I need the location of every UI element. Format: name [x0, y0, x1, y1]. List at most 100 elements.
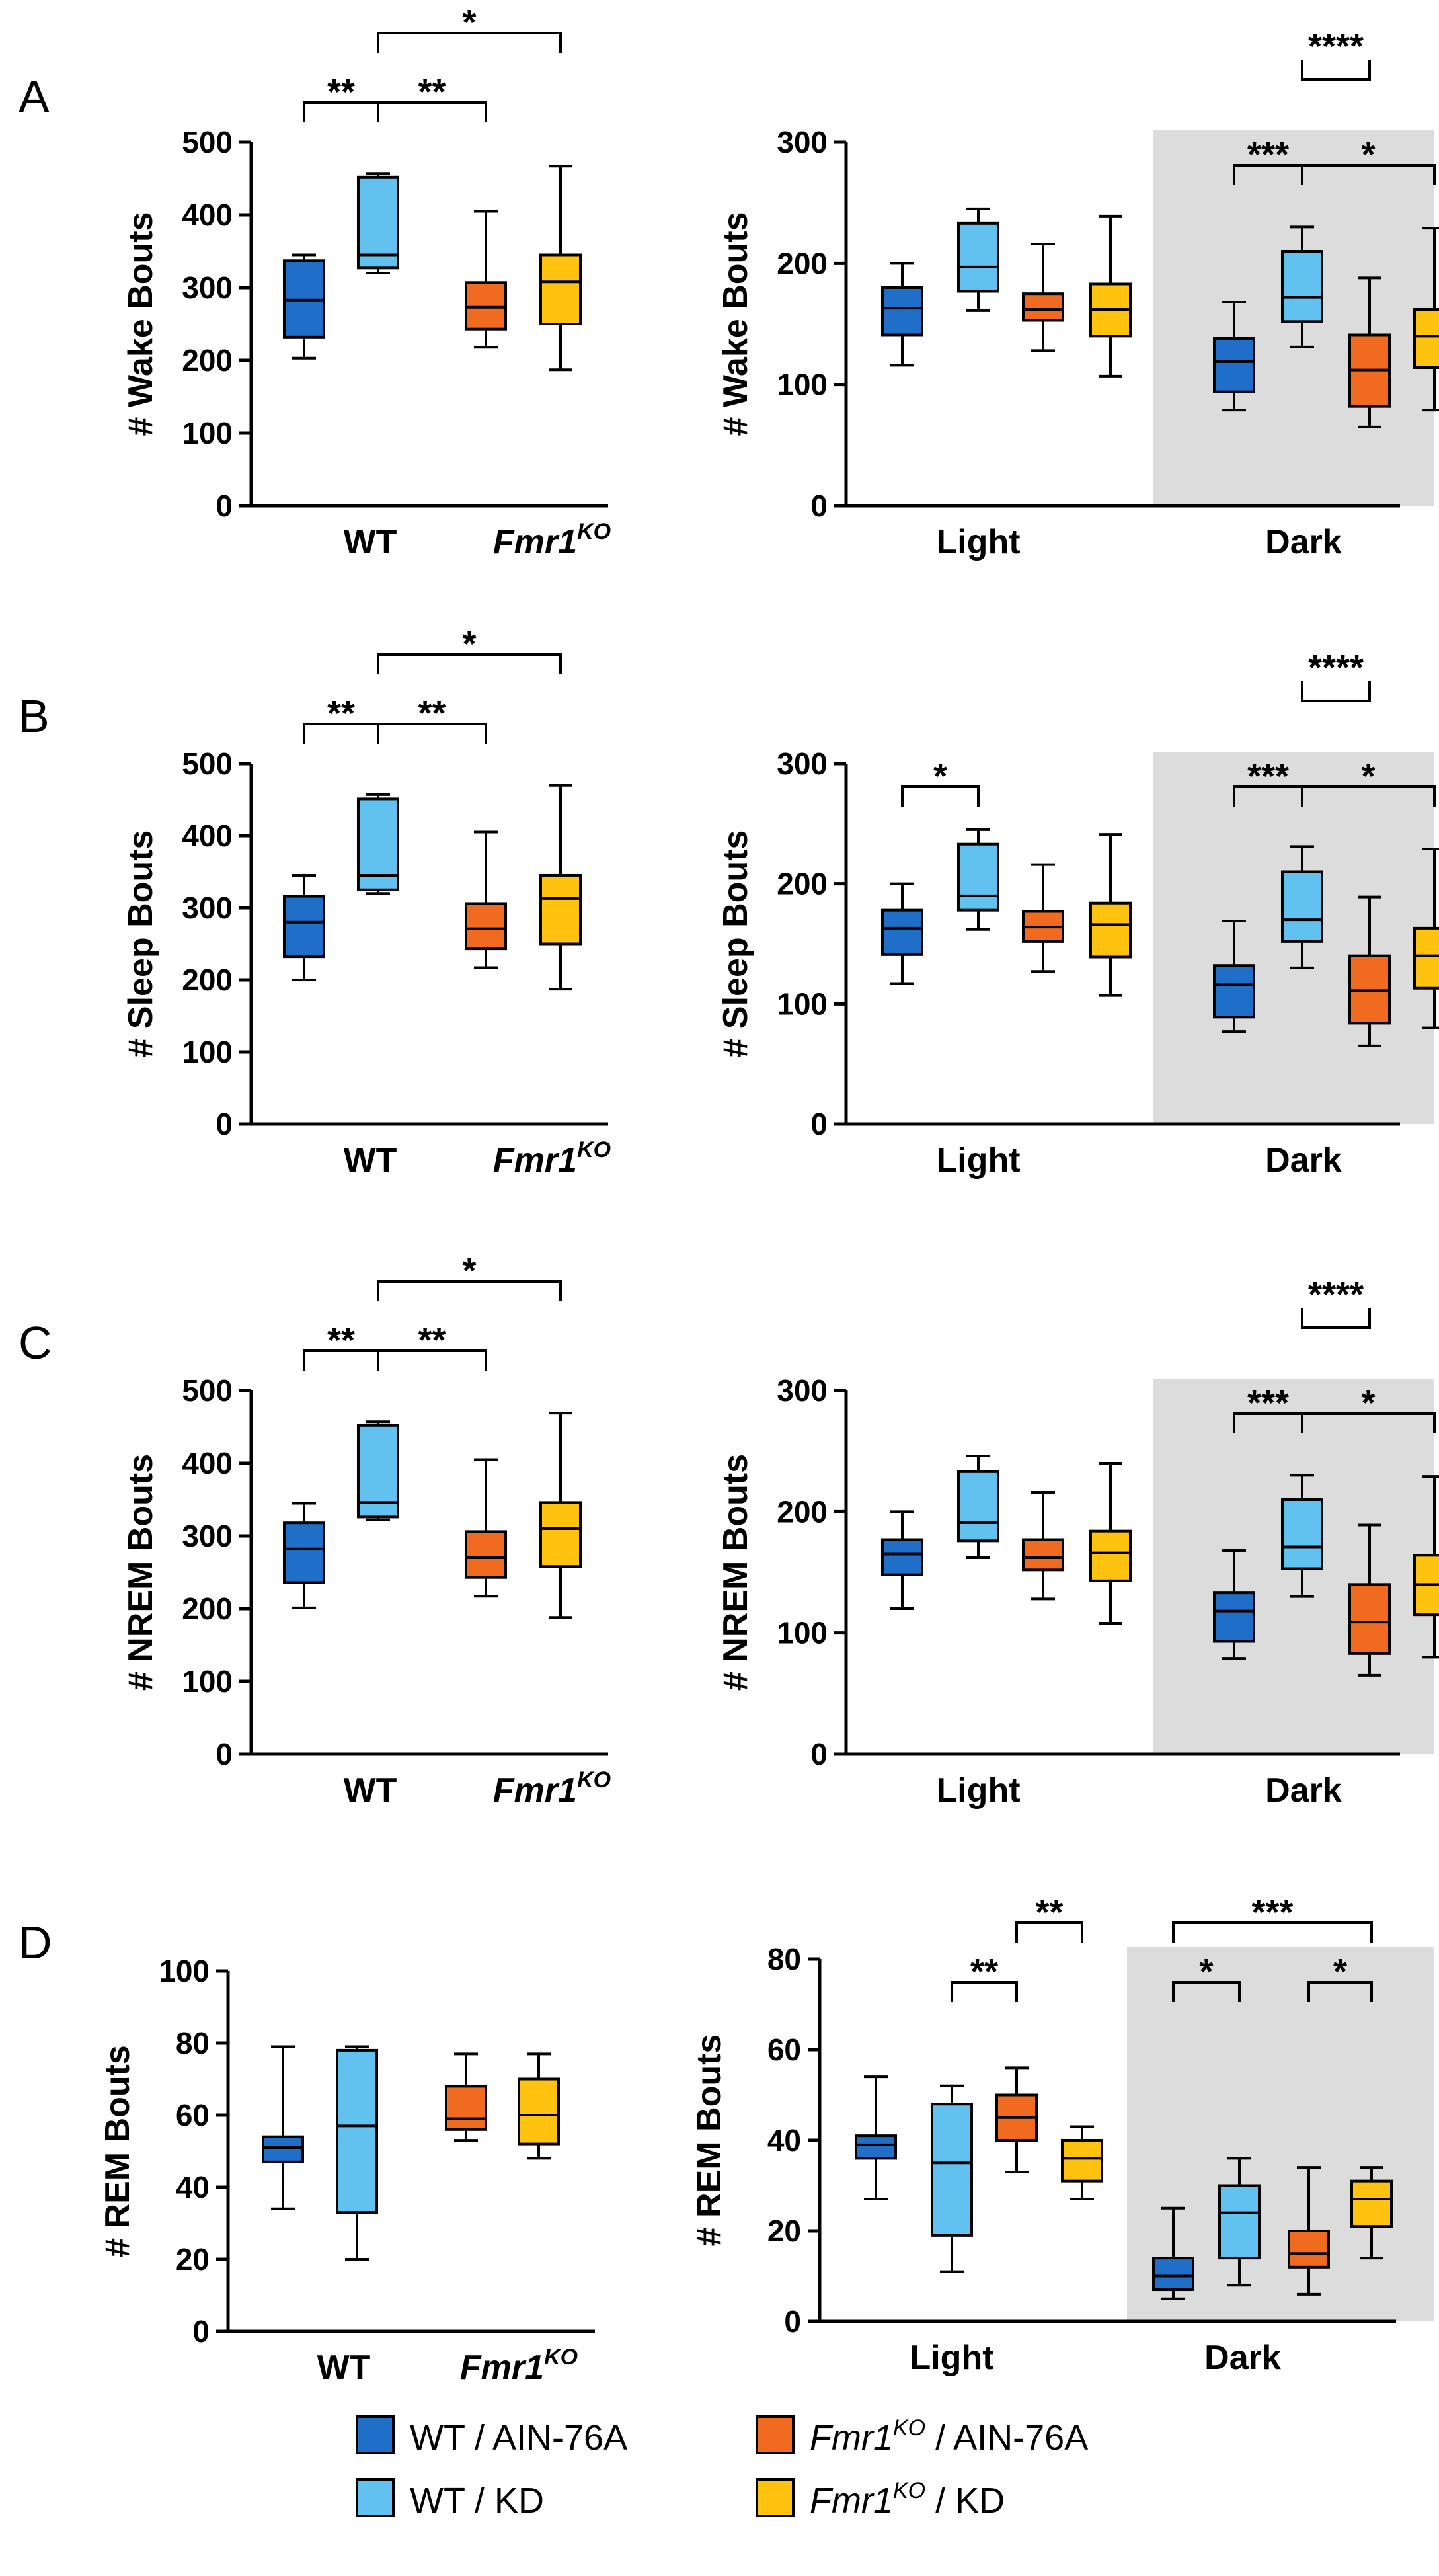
- box-iqr: [1281, 1498, 1323, 1570]
- panel-b-left-box-3: [539, 784, 582, 991]
- panel-a-left-ytick-label: 200: [182, 343, 233, 378]
- significance-label: **: [418, 694, 446, 733]
- panel-c-left-box-3: [539, 1412, 582, 1619]
- panel-d-left-ytick-label: 80: [176, 2026, 210, 2060]
- panel-letter-d: D: [19, 1917, 52, 1968]
- panel-a-right-box-6: [1348, 276, 1391, 428]
- panel-c-left-xlabel-0: WT: [344, 1771, 397, 1810]
- legend-item-2: Fmr1KO / AIN-76A: [756, 2415, 1088, 2458]
- box-iqr: [283, 1521, 325, 1584]
- panel-a-right-significance-2: ****: [1301, 26, 1371, 81]
- panel-a-left-significance-0: **: [303, 72, 379, 122]
- box-iqr: [1218, 2184, 1261, 2260]
- box-iqr: [518, 2077, 560, 2146]
- significance-label: ****: [1308, 26, 1364, 66]
- bracket: [1172, 1921, 1373, 1943]
- panel-d-left-box-3: [518, 2052, 560, 2160]
- panel-c-left-xlabel-1: Fmr1KO: [493, 1767, 611, 1810]
- bracket: [1301, 1412, 1436, 1433]
- panel-b-left-ytick-label: 100: [182, 1035, 233, 1069]
- panel-c-left-significance-1: **: [377, 1320, 487, 1371]
- legend-item-1: WT / KD: [356, 2478, 544, 2520]
- box-iqr: [1213, 337, 1255, 393]
- box-iqr: [465, 281, 507, 331]
- panel-c-left-significance-2: *: [377, 1251, 562, 1301]
- panel-d-right-ytick-label: 40: [767, 2123, 801, 2157]
- bracket: [377, 723, 487, 744]
- panel-d-left-box-1: [336, 2045, 378, 2261]
- panel-b-left-ytick-label: 0: [215, 1107, 233, 1141]
- panel-d-right-ytick-label: 60: [767, 2033, 801, 2067]
- panel-b-right-box-4: [1213, 919, 1255, 1033]
- panel-d-right-xlabel-1: Dark: [1204, 2339, 1281, 2377]
- panel-c-right-box-2: [1022, 1491, 1064, 1601]
- panel-a-left-xlabel-0: WT: [344, 523, 397, 561]
- panel-d-right-significance-1: **: [1015, 1892, 1083, 1943]
- panel-a-left-ytick-label: 100: [182, 416, 233, 450]
- panel-c-right-ytick-label: 100: [777, 1616, 828, 1650]
- panel-c-left-ytick-label: 0: [215, 1737, 233, 1771]
- panel-a-left-ylabel: # Wake Bouts: [122, 212, 160, 436]
- legend-swatch: [356, 2478, 395, 2517]
- box-iqr: [283, 895, 325, 959]
- box-iqr: [465, 902, 507, 951]
- panel-c-left-ylabel: # NREM Bouts: [122, 1454, 160, 1691]
- panel-b-right-significance-0: *: [901, 756, 980, 807]
- box-iqr: [465, 1530, 507, 1579]
- box-iqr: [881, 1538, 923, 1576]
- panel-a-right-ytick-label: 0: [810, 489, 828, 523]
- panel-b-left-significance-1: **: [377, 694, 487, 744]
- significance-label: **: [327, 694, 355, 733]
- panel-b-right-box-1: [957, 828, 999, 931]
- panel-b-left-significance-2: *: [377, 624, 562, 674]
- panel-d-right-box-3: [1061, 2125, 1103, 2201]
- panel-b-right-box-7: [1413, 847, 1439, 1029]
- panel-b-left-ytick-label: 500: [182, 746, 233, 781]
- significance-label: ****: [1308, 1275, 1364, 1314]
- panel-b-left-significance-0: **: [303, 694, 379, 744]
- significance-label: *: [462, 3, 476, 42]
- panel-d-right-box-7: [1350, 2166, 1393, 2260]
- panel-c-right-significance-2: ****: [1301, 1275, 1371, 1329]
- significance-label: *: [462, 1251, 476, 1291]
- box-iqr: [1022, 292, 1064, 322]
- box-iqr: [262, 2135, 304, 2163]
- panel-b-right-ytick-label: 300: [777, 746, 828, 781]
- panel-c-right-ytick-label: 0: [810, 1737, 828, 1771]
- panel-a-right-ytick-label: 200: [777, 246, 828, 280]
- box-iqr: [1281, 870, 1323, 943]
- box-iqr: [855, 2134, 897, 2160]
- legend-swatch: [356, 2415, 395, 2454]
- panel-b-left-ytick-label: 400: [182, 819, 233, 853]
- significance-label: **: [327, 72, 355, 112]
- panel-d-left-ytick-label: 40: [176, 2170, 210, 2204]
- panel-d-left-ylabel: # REM Bouts: [98, 2045, 137, 2257]
- panel-a-left-ytick-label: 400: [182, 198, 233, 232]
- panel-d-right-box-5: [1218, 2157, 1261, 2287]
- panel-a-left-ytick-label: 0: [215, 489, 233, 523]
- panel-a-right-box-0: [881, 262, 923, 367]
- bracket: [377, 653, 562, 674]
- panel-b-right-xlabel-1: Dark: [1265, 1141, 1342, 1180]
- significance-label: ***: [1247, 135, 1289, 175]
- panel-c-right-xlabel-0: Light: [936, 1771, 1020, 1810]
- panel-d-left-ytick-label: 0: [192, 2314, 210, 2349]
- panel-a-right-significance-0: ***: [1233, 135, 1303, 185]
- legend-item-3: Fmr1KO / KD: [756, 2478, 1005, 2520]
- legend-label: WT / KD: [410, 2481, 544, 2520]
- significance-label: *: [1199, 1952, 1213, 1992]
- significance-label: *: [1361, 756, 1375, 796]
- bracket: [377, 1349, 487, 1371]
- box-iqr: [1348, 1583, 1391, 1655]
- box-iqr: [539, 1501, 582, 1568]
- significance-label: *: [1361, 1383, 1375, 1423]
- box-iqr: [1350, 2179, 1393, 2228]
- panel-a-left-box-0: [283, 253, 325, 360]
- panel-b-right-ylabel: # Sleep Bouts: [717, 830, 755, 1058]
- panel-c-left-box-2: [465, 1458, 507, 1598]
- panel-b-right-ytick-label: 200: [777, 867, 828, 901]
- bracket: [1307, 1981, 1373, 2002]
- panel-c-right-box-7: [1413, 1475, 1439, 1659]
